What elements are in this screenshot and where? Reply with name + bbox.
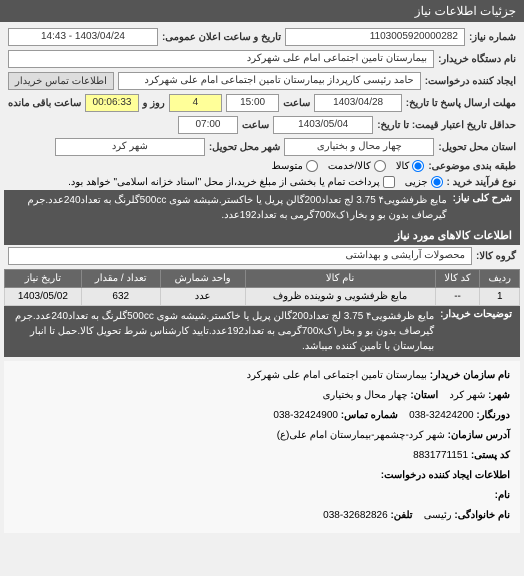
fax-value: 32424200-038 — [409, 410, 474, 421]
goods-table: ردیف کد کالا نام کالا واحد شمارش تعداد /… — [4, 269, 520, 306]
delivery-city-label: شهر محل تحویل: — [209, 142, 281, 153]
announce-label: تاریخ و ساعت اعلان عمومی: — [162, 32, 281, 43]
req-creator-label: اطلاعات ایجاد کننده درخواست: — [381, 470, 510, 481]
radio-mix-label: متوسط — [272, 161, 303, 172]
family-value: رئیسی — [424, 510, 452, 521]
radio-kala-label: کالا — [396, 161, 410, 172]
niaz-number-field: 1103005920000282 — [285, 28, 465, 46]
sharh-text: مایع ظرفشویی۴ 3.75 لج تعداد200گالن پریل … — [12, 193, 447, 223]
buy-type-label: نوع فرآیند خرید : — [447, 177, 516, 188]
deadline-time-field: 15:00 — [226, 94, 279, 112]
table-header-row: ردیف کد کالا نام کالا واحد شمارش تعداد /… — [5, 270, 520, 288]
commodity-type-group: کالا کالا/خدمت متوسط — [272, 160, 425, 172]
phone-label: شماره تماس: — [341, 410, 398, 421]
goods-group-field: محصولات آرایشی و بهداشتی — [8, 247, 472, 265]
commodity-type-label: طبقه بندی موضوعی: — [428, 161, 516, 172]
deadline-label: مهلت ارسال پاسخ تا تاریخ: — [406, 98, 516, 109]
buyer-label: نام دستگاه خریدار: — [438, 54, 516, 65]
page-header: جزئیات اطلاعات نیاز — [0, 0, 524, 22]
tozihat-text: مایع ظرفشویی۴ 3.75 لج تعداد200گالن پریل … — [12, 309, 434, 354]
delivery-city-field: شهر کرد — [55, 138, 205, 156]
address-label: آدرس سازمان: — [448, 430, 510, 441]
tel-label: تلفن: — [390, 510, 412, 521]
remain-label: ساعت باقی مانده — [8, 98, 81, 109]
name-label: نام: — [495, 490, 510, 501]
delivery-state-label: استان محل تحویل: — [438, 142, 516, 153]
deadline-date-field: 1403/04/28 — [314, 94, 401, 112]
radio-service-input[interactable] — [374, 160, 386, 172]
radio-mix-input[interactable] — [306, 160, 318, 172]
goods-section-label: اطلاعات کالاهای مورد نیاز — [4, 226, 520, 245]
delivery-state-field: چهار محال و بختیاری — [284, 138, 434, 156]
saat-label-1: ساعت — [283, 98, 310, 109]
radio-mix[interactable]: متوسط — [272, 160, 318, 172]
th-radif: ردیف — [480, 270, 520, 288]
check-full-label: پرداخت تمام یا بخشی از مبلغ خرید،از محل … — [68, 177, 380, 188]
td-name: مایع ظرفشویی و شوینده ظروف — [245, 288, 435, 306]
radio-service[interactable]: کالا/خدمت — [328, 160, 386, 172]
price-validity-label: حداقل تاریخ اعتبار قیمت: تا تاریخ: — [377, 120, 516, 131]
td-qty: 632 — [81, 288, 160, 306]
niaz-number-label: شماره نیاز: — [469, 32, 516, 43]
check-full-input[interactable] — [383, 176, 395, 188]
radio-service-label: کالا/خدمت — [328, 161, 371, 172]
radio-partial[interactable]: جزیی — [405, 176, 443, 188]
td-unit: عدد — [160, 288, 245, 306]
postal-label: کد پستی: — [471, 450, 510, 461]
province-value: چهار محال و بختیاری — [323, 390, 408, 401]
th-qty: تعداد / مقدار — [81, 270, 160, 288]
th-code: کد کالا — [435, 270, 480, 288]
province-label: استان: — [410, 390, 438, 401]
creator-label: ایجاد کننده درخواست: — [425, 76, 516, 87]
remain-days-field: 4 — [169, 94, 222, 112]
th-date: تاریخ نیاز — [5, 270, 82, 288]
org-name-label: نام سازمان خریدار: — [430, 370, 510, 381]
radio-kala[interactable]: کالا — [396, 160, 425, 172]
postal-value: 8831771151 — [413, 450, 468, 461]
phone-value: 32424900-038 — [273, 410, 338, 421]
saat-label-2: ساعت — [242, 120, 269, 131]
announce-field: 1403/04/24 - 14:43 — [8, 28, 158, 46]
price-validity-time-field: 07:00 — [178, 116, 238, 134]
tozihat-row: توضیحات خریدار: مایع ظرفشویی۴ 3.75 لج تع… — [4, 306, 520, 357]
address-value: شهر کرد-چشمهر-بیمارستان امام علی(ع) — [277, 430, 445, 441]
th-name: نام کالا — [245, 270, 435, 288]
tozihat-label: توضیحات خریدار: — [440, 309, 512, 320]
th-unit: واحد شمارش — [160, 270, 245, 288]
td-code: -- — [435, 288, 480, 306]
family-label: نام خانوادگی: — [454, 510, 510, 521]
radio-partial-input[interactable] — [431, 176, 443, 188]
td-date: 1403/05/02 — [5, 288, 82, 306]
table-row: 1 -- مایع ظرفشویی و شوینده ظروف عدد 632 … — [5, 288, 520, 306]
buy-type-group: جزیی پرداخت تمام یا بخشی از مبلغ خرید،از… — [68, 176, 442, 188]
org-details-box: نام سازمان خریدار: بیمارستان تامین اجتما… — [4, 361, 520, 533]
radio-kala-input[interactable] — [412, 160, 424, 172]
sharh-row: شرح کلی نیاز: مایع ظرفشویی۴ 3.75 لج تعدا… — [4, 190, 520, 226]
goods-group-label: گروه کالا: — [476, 251, 516, 262]
buyer-field: بیمارستان تامین اجتماعی امام علی شهرکرد — [8, 50, 434, 68]
creator-field: حامد رئیسی کارپرداز بیمارستان تامین اجتم… — [118, 72, 421, 90]
fax-label: دورنگار: — [476, 410, 510, 421]
td-radif: 1 — [480, 288, 520, 306]
check-full[interactable]: پرداخت تمام یا بخشی از مبلغ خرید،از محل … — [68, 176, 395, 188]
city-value: شهر کرد — [449, 390, 485, 401]
sharh-label: شرح کلی نیاز: — [453, 193, 512, 204]
org-name: بیمارستان تامین اجتماعی امام علی شهرکرد — [247, 370, 427, 381]
price-validity-date-field: 1403/05/04 — [273, 116, 373, 134]
header-title: جزئیات اطلاعات نیاز — [415, 4, 516, 18]
remain-time-field: 00:06:33 — [85, 94, 138, 112]
contact-button[interactable]: اطلاعات تماس خریدار — [8, 72, 114, 90]
remain-days-label: روز و — [143, 98, 165, 109]
city-label: شهر: — [488, 390, 510, 401]
tel-value: 32682826-038 — [323, 510, 388, 521]
radio-partial-label: جزیی — [405, 177, 428, 188]
